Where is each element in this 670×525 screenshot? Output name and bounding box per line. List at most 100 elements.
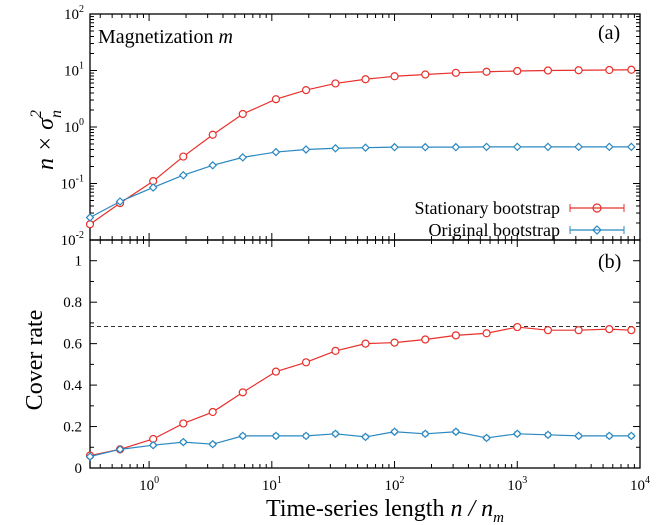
- panel-a-point-stationary: [605, 65, 614, 75]
- x-tick-label: 104: [630, 475, 650, 494]
- panel-a-point-stationary: [361, 75, 370, 84]
- panel-a-point-original: [271, 147, 281, 157]
- panel-a-point-stationary: [331, 79, 340, 88]
- panel-b-point-original: [301, 431, 311, 441]
- panel-b-point-stationary: [574, 326, 583, 335]
- panel-a-point-stationary: [390, 72, 399, 81]
- panel-a-point-original: [604, 142, 614, 152]
- panel-b-point-stationary: [390, 338, 399, 347]
- panel-a-point-original: [115, 197, 125, 206]
- legend-label-original: Original bootstrap: [429, 220, 560, 240]
- panel-a: 10-2 10-1 100 101 102: [61, 4, 641, 249]
- panel-a-y-tick-label: 10-1: [61, 174, 84, 193]
- panel-a-point-original: [574, 142, 583, 152]
- panel-b-point-original: [512, 429, 522, 439]
- panel-b-point-original: [451, 427, 461, 437]
- panel-a-point-original: [420, 142, 430, 152]
- panel-b-point-original: [85, 452, 95, 461]
- panel-b-point-original: [208, 439, 218, 449]
- x-tick-label: 103: [507, 475, 527, 494]
- panel-a-point-original: [543, 142, 553, 152]
- panel-a-point-stationary: [301, 85, 311, 95]
- panel-a-point-stationary: [574, 66, 583, 75]
- panel-b-point-stationary: [331, 346, 340, 355]
- panel-a-point-stationary: [451, 68, 460, 77]
- panel-b-point-stationary: [627, 326, 636, 335]
- panel-b-y-tick-label: 0.6: [63, 337, 82, 353]
- panel-a-point-original: [208, 160, 218, 170]
- panel-a-point-stationary: [421, 70, 430, 79]
- panel-a-point-original: [178, 170, 188, 180]
- panel-b-y-tick-label: 0.2: [63, 420, 82, 436]
- panel-a-point-original: [482, 142, 491, 152]
- legend-label-stationary: Stationary bootstrap: [415, 198, 560, 218]
- panel-b-y-tick-label: 0.4: [63, 378, 82, 394]
- panel-a-y-tick-label: 10-2: [61, 230, 84, 249]
- panel-b-point-stationary: [513, 322, 522, 332]
- panel-a-point-stationary: [482, 67, 491, 76]
- panel-a-y-axis-label: n × σ2 n: [28, 110, 65, 170]
- panel-a-point-original: [390, 142, 399, 152]
- panel-b-point-original: [574, 431, 583, 441]
- panel-a-point-stationary: [627, 65, 636, 74]
- panel-b-point-original: [390, 427, 399, 437]
- panel-b-point-original: [331, 429, 340, 439]
- panel-a-point-original: [451, 142, 461, 152]
- legend: Stationary bootstrap Original bootstrap: [415, 198, 625, 240]
- x-axis-label: Time-series length n / nm: [266, 496, 504, 525]
- panel-b-point-original: [482, 433, 491, 443]
- panel-b-point-stationary: [451, 331, 460, 340]
- panel-a-point-original: [361, 143, 370, 153]
- x-tick-label: 101: [262, 475, 282, 494]
- panel-a-point-original: [148, 183, 158, 192]
- panel-b-point-stationary: [208, 407, 217, 417]
- panel-b-point-original: [626, 431, 636, 441]
- panel-b-y-tick-label: 0: [75, 461, 83, 477]
- panel-b-point-original: [178, 437, 188, 447]
- panel-b-y-tick-label: 0.8: [63, 295, 82, 311]
- panel-b-point-original: [420, 429, 430, 439]
- panel-a-y-tick-label: 101: [64, 61, 84, 80]
- legend-marker-stationary: [592, 203, 602, 213]
- legend-marker-original: [592, 225, 602, 235]
- panel-b-point-stationary: [238, 388, 247, 397]
- panel-a-point-stationary: [238, 109, 247, 119]
- panel-a-annotation: Magnetization m: [98, 26, 233, 48]
- panel-a-point-original: [512, 142, 522, 152]
- panel-a-point-original: [626, 142, 636, 152]
- panel-b-point-original: [543, 430, 553, 440]
- panel-b-point-original: [271, 431, 281, 441]
- panel-b-point-stationary: [482, 329, 491, 338]
- panel-b-point-stationary: [361, 339, 370, 348]
- panel-b-y-tick-label: 1: [75, 254, 83, 270]
- panel-a-label: (a): [598, 22, 620, 44]
- panel-a-point-stationary: [208, 130, 217, 139]
- panel-b-point-stationary: [301, 358, 311, 367]
- panel-b-point-original: [148, 440, 158, 450]
- panel-b-point-stationary: [605, 325, 614, 334]
- panel-a-point-stationary: [543, 66, 553, 75]
- panel-b-point-stationary: [543, 326, 553, 335]
- panel-b-point-original: [604, 431, 614, 441]
- panel-a-point-stationary: [271, 95, 281, 104]
- panel-a-point-original: [331, 143, 340, 153]
- panel-b-point-original: [361, 432, 370, 442]
- panel-a-point-original: [301, 145, 311, 154]
- x-tick-label: 100: [139, 475, 159, 494]
- panel-b-point-original: [115, 444, 125, 454]
- panel-b-point-stationary: [421, 335, 430, 344]
- panel-b-point-stationary: [179, 419, 188, 428]
- panel-b-point-original: [238, 431, 248, 441]
- panel-b: 0 0.2 0.4 0.6 0.8 1 100 101 102 103 104: [63, 239, 650, 494]
- panel-b-point-stationary: [271, 367, 281, 376]
- panel-b-label: (b): [598, 251, 621, 273]
- panel-a-y-tick-label: 102: [64, 4, 84, 23]
- panel-b-frame: [89, 239, 641, 469]
- x-tick-label: 102: [385, 475, 405, 494]
- panel-a-point-original: [85, 213, 95, 222]
- panel-a-point-stationary: [513, 66, 522, 76]
- panel-a-point-original: [238, 153, 248, 162]
- panel-b-y-axis-label: Cover rate: [22, 310, 48, 411]
- panel-a-annotation-variable: m: [219, 26, 233, 48]
